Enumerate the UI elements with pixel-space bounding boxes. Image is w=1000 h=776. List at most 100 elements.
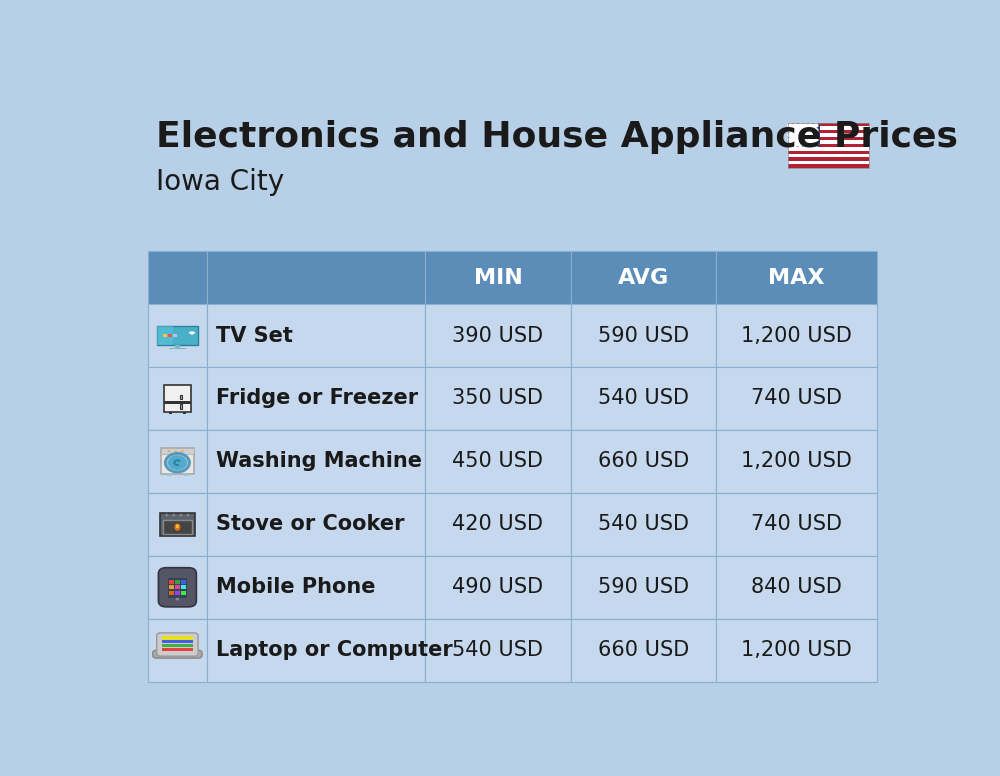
- Text: Laptop or Computer: Laptop or Computer: [216, 640, 453, 660]
- Text: 540 USD: 540 USD: [452, 640, 543, 660]
- Circle shape: [798, 138, 803, 142]
- Circle shape: [790, 140, 795, 144]
- Circle shape: [788, 133, 793, 137]
- Text: 590 USD: 590 USD: [598, 577, 689, 598]
- Bar: [788, 158, 869, 161]
- Circle shape: [806, 131, 810, 134]
- Bar: [425, 251, 571, 304]
- Bar: [181, 591, 186, 595]
- Text: 740 USD: 740 USD: [751, 389, 842, 408]
- Circle shape: [806, 126, 810, 130]
- Bar: [425, 304, 571, 367]
- Bar: [162, 648, 193, 651]
- Text: TV Set: TV Set: [216, 325, 293, 345]
- Bar: [716, 304, 877, 367]
- Bar: [175, 591, 180, 595]
- Bar: [162, 640, 193, 643]
- Circle shape: [179, 514, 183, 517]
- Ellipse shape: [176, 525, 179, 528]
- Circle shape: [811, 126, 815, 130]
- Bar: [207, 493, 425, 556]
- Bar: [168, 334, 172, 337]
- Text: AVG: AVG: [618, 268, 669, 288]
- Bar: [716, 493, 877, 556]
- Bar: [788, 123, 869, 126]
- Bar: [788, 123, 869, 168]
- Bar: [164, 385, 191, 412]
- Text: Mobile Phone: Mobile Phone: [216, 577, 375, 598]
- Circle shape: [795, 136, 800, 139]
- Bar: [157, 326, 198, 345]
- Bar: [571, 251, 716, 304]
- Bar: [157, 326, 173, 345]
- Bar: [571, 493, 716, 556]
- Bar: [148, 618, 207, 681]
- Bar: [716, 367, 877, 430]
- Circle shape: [168, 456, 187, 470]
- Circle shape: [813, 143, 818, 147]
- Bar: [161, 449, 194, 454]
- Text: 450 USD: 450 USD: [452, 452, 543, 471]
- Text: 1,200 USD: 1,200 USD: [741, 452, 852, 471]
- Bar: [169, 585, 174, 590]
- Circle shape: [808, 123, 813, 127]
- Bar: [175, 580, 180, 584]
- Circle shape: [174, 450, 177, 452]
- Circle shape: [795, 131, 800, 134]
- Circle shape: [803, 133, 808, 137]
- Bar: [164, 400, 191, 404]
- Bar: [148, 493, 207, 556]
- Bar: [184, 474, 188, 476]
- Bar: [161, 449, 194, 474]
- Circle shape: [813, 133, 818, 137]
- Text: 740 USD: 740 USD: [751, 514, 842, 535]
- FancyBboxPatch shape: [158, 568, 196, 607]
- Bar: [788, 144, 869, 147]
- Bar: [571, 618, 716, 681]
- Circle shape: [803, 143, 808, 147]
- Bar: [788, 161, 869, 165]
- Bar: [788, 126, 869, 130]
- Bar: [169, 412, 172, 414]
- Ellipse shape: [174, 524, 180, 531]
- Bar: [571, 367, 716, 430]
- Circle shape: [808, 143, 813, 147]
- Bar: [180, 395, 182, 399]
- Bar: [207, 367, 425, 430]
- Circle shape: [803, 129, 808, 132]
- Bar: [788, 133, 869, 137]
- Bar: [207, 304, 425, 367]
- Circle shape: [165, 453, 190, 472]
- Circle shape: [165, 514, 169, 517]
- Circle shape: [801, 131, 805, 134]
- Circle shape: [186, 514, 190, 517]
- Circle shape: [808, 138, 813, 142]
- Text: 540 USD: 540 USD: [598, 514, 689, 535]
- Text: MIN: MIN: [474, 268, 522, 288]
- Bar: [716, 556, 877, 618]
- Circle shape: [798, 143, 803, 147]
- Bar: [788, 154, 869, 158]
- Text: Stove or Cooker: Stove or Cooker: [216, 514, 404, 535]
- Bar: [207, 618, 425, 681]
- Circle shape: [811, 136, 815, 139]
- Text: 490 USD: 490 USD: [452, 577, 543, 598]
- Bar: [175, 345, 180, 348]
- Circle shape: [813, 138, 818, 142]
- Bar: [207, 251, 425, 304]
- Bar: [425, 430, 571, 493]
- Bar: [571, 304, 716, 367]
- Circle shape: [806, 140, 810, 144]
- Text: MAX: MAX: [768, 268, 825, 288]
- Circle shape: [798, 123, 803, 127]
- Bar: [175, 585, 180, 590]
- Circle shape: [798, 129, 803, 132]
- Circle shape: [801, 126, 805, 130]
- Bar: [571, 430, 716, 493]
- Bar: [173, 334, 177, 337]
- Bar: [207, 556, 425, 618]
- Circle shape: [811, 131, 815, 134]
- Circle shape: [793, 123, 798, 127]
- Circle shape: [793, 138, 798, 142]
- Bar: [425, 618, 571, 681]
